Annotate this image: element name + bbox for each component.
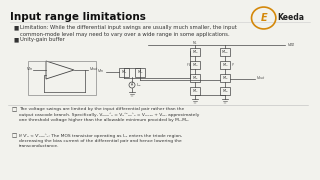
Text: $M_1$: $M_1$ bbox=[121, 68, 127, 76]
Text: $M_4$: $M_4$ bbox=[222, 61, 228, 69]
Text: □: □ bbox=[12, 133, 17, 138]
Text: $V_{DD}$: $V_{DD}$ bbox=[287, 41, 296, 49]
Text: $M_2$: $M_2$ bbox=[137, 68, 143, 76]
Bar bbox=[119, 68, 129, 76]
Text: ■: ■ bbox=[13, 25, 18, 30]
Text: $V_{out}$: $V_{out}$ bbox=[89, 66, 99, 73]
Bar bbox=[28, 61, 96, 95]
Bar bbox=[190, 87, 200, 95]
Text: $V_{in}$: $V_{in}$ bbox=[26, 65, 34, 73]
Bar bbox=[190, 61, 200, 69]
Text: $M_7$: $M_7$ bbox=[192, 87, 198, 95]
Bar bbox=[220, 48, 230, 56]
Bar bbox=[220, 74, 230, 82]
Text: $F$: $F$ bbox=[186, 60, 190, 68]
Text: Keeda: Keeda bbox=[277, 14, 304, 22]
Text: □: □ bbox=[12, 107, 17, 112]
Bar bbox=[220, 61, 230, 69]
Text: $M_6$: $M_6$ bbox=[222, 74, 228, 82]
Text: $V_{out}$: $V_{out}$ bbox=[256, 74, 265, 82]
Text: $M_{10}$: $M_{10}$ bbox=[221, 48, 229, 56]
Text: $I_{SS}$: $I_{SS}$ bbox=[136, 81, 142, 89]
Text: The voltage swings are limited by the input differential pair rather than the
ou: The voltage swings are limited by the in… bbox=[19, 107, 199, 122]
Text: Limitation: While the differential input swings are usually much smaller, the in: Limitation: While the differential input… bbox=[20, 25, 237, 37]
Text: $P$: $P$ bbox=[231, 60, 235, 68]
Text: $M_3$: $M_3$ bbox=[192, 61, 198, 69]
Text: $M_8$: $M_8$ bbox=[222, 87, 228, 95]
Text: $M_9$: $M_9$ bbox=[192, 48, 198, 56]
Text: $E$: $E$ bbox=[188, 60, 192, 68]
Text: Input range limitations: Input range limitations bbox=[10, 12, 146, 22]
Text: E: E bbox=[260, 13, 267, 23]
Bar bbox=[190, 48, 200, 56]
Bar bbox=[220, 87, 230, 95]
Text: $M_5$: $M_5$ bbox=[192, 74, 198, 82]
Text: $V_{in}$: $V_{in}$ bbox=[97, 67, 104, 75]
Text: ■: ■ bbox=[13, 37, 18, 42]
Text: Unity-gain buffer: Unity-gain buffer bbox=[20, 37, 65, 42]
Bar bbox=[190, 74, 200, 82]
Text: If Vᴵₙ < Vᴵₙ,ₘᴬₙ: The MOS transistor operating as Iₛₛ enters the triode region,
: If Vᴵₙ < Vᴵₙ,ₘᴬₙ: The MOS transistor ope… bbox=[19, 133, 182, 148]
Bar bbox=[135, 68, 145, 76]
Text: $M_9$: $M_9$ bbox=[192, 39, 198, 46]
